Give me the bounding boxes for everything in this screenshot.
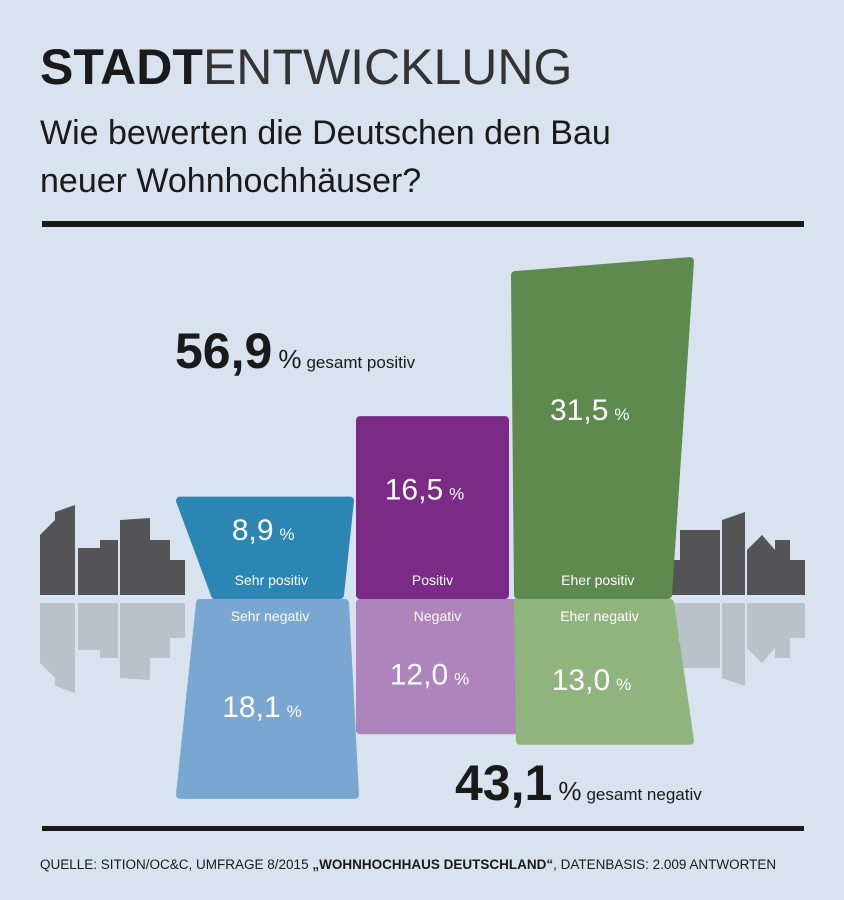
building [120,518,185,595]
value-number: 16,5 [385,474,443,507]
source: QUELLE: SITION/OC&C, UMFRAGE 8/2015 „WOH… [40,857,776,872]
value-label: 31,5% [550,394,630,427]
unit: % [287,702,302,721]
value-label: 13,0% [552,664,632,697]
bar [176,496,354,599]
subtitle-line: neuer Wohnhochhäuser? [40,162,421,200]
category-label: Eher positiv [561,572,634,588]
value-number: 8,9 [232,514,274,547]
bar [514,599,694,745]
source-part: , DATENBASIS: 2.009 ANTWORTEN [553,857,776,872]
category-label: Negativ [414,608,461,624]
unit: % [449,485,464,504]
value-label: 18,1% [222,691,302,724]
total-text: gesamt negativ [586,785,702,804]
total-text: gesamt positiv [306,353,415,372]
title-light: ENTWICKLUNG [203,39,572,95]
source-part: QUELLE: SITION/OC&C, UMFRAGE 8/2015 [40,857,312,872]
value-number: 18,1 [222,691,280,724]
source-part: „WOHNHOCHHAUS DEUTSCHLAND“ [312,857,553,872]
value-label: 8,9% [232,514,295,547]
bar [511,257,694,599]
unit: % [278,344,301,374]
rule [42,221,804,227]
rule [42,826,804,831]
category-label: Eher negativ [560,608,639,624]
building [40,505,75,595]
building [78,540,118,595]
total-value: 43,1 [455,755,552,811]
value-label: 12,0% [390,659,470,692]
value-label: 16,5% [385,474,465,507]
building [40,603,75,693]
unit: % [280,525,295,544]
building [120,603,185,680]
building [747,603,805,663]
bar [176,599,359,799]
unit: % [614,405,629,424]
unit: % [616,675,631,694]
title: STADTENTWICKLUNG [40,39,572,95]
unit: % [558,776,581,806]
bar [356,416,509,599]
building [722,512,745,595]
building [722,603,745,686]
total: 56,9% gesamt positiv [175,323,416,379]
value-number: 12,0 [390,659,448,692]
bar [356,599,519,735]
building [747,535,805,595]
total-value: 56,9 [175,323,272,379]
skyline [40,505,805,595]
title-bold: STADT [40,39,203,95]
value-number: 31,5 [550,394,608,427]
subtitle-line: Wie bewerten die Deutschen den Bau [40,114,611,152]
total: 43,1% gesamt negativ [455,755,702,811]
category-label: Sehr positiv [235,572,308,588]
category-label: Positiv [412,572,453,588]
unit: % [454,670,469,689]
building [78,603,118,658]
category-label: Sehr negativ [231,608,310,624]
value-number: 13,0 [552,664,610,697]
building [668,530,720,595]
